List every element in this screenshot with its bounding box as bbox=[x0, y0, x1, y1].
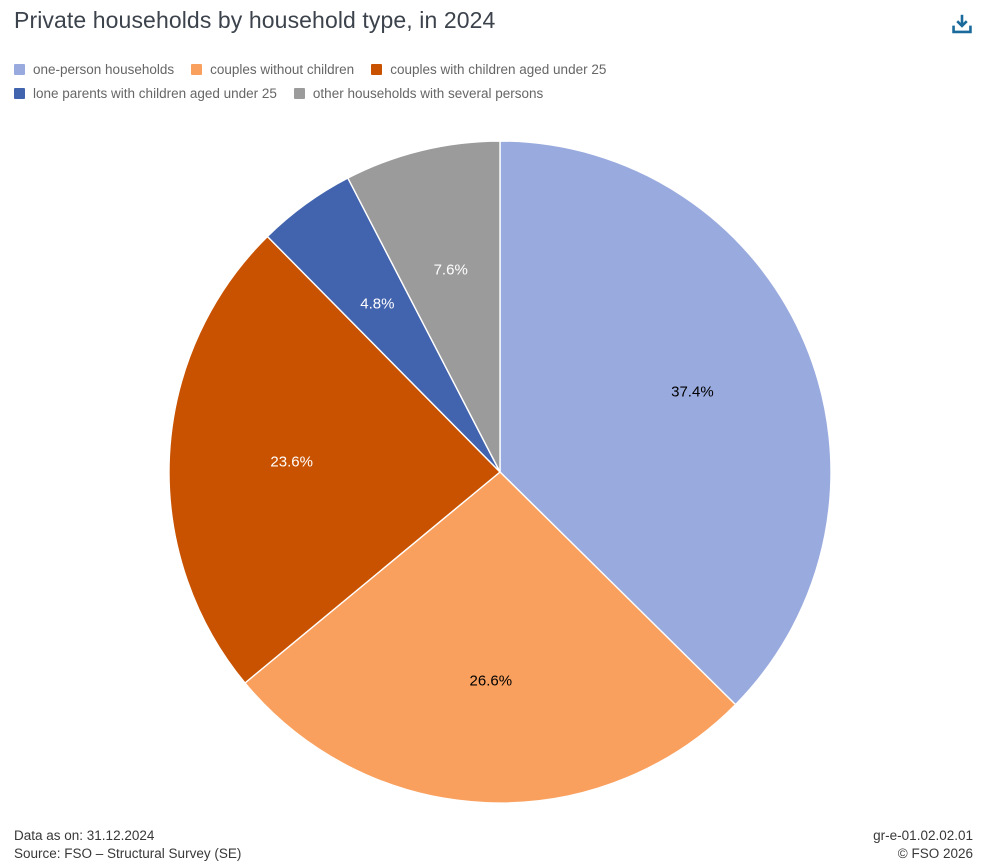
pie-slice-label: 26.6% bbox=[470, 672, 513, 689]
copyright: © FSO 2026 bbox=[897, 846, 973, 861]
legend-swatch-icon bbox=[293, 88, 305, 99]
download-icon bbox=[949, 11, 975, 37]
legend: one-person households couples without chi… bbox=[14, 61, 754, 102]
pie-slice-label: 4.8% bbox=[360, 295, 394, 312]
pie-slice-label: 23.6% bbox=[270, 454, 313, 471]
pie-slice[interactable] bbox=[243, 471, 737, 804]
source: Source: FSO – Structural Survey (SE) bbox=[14, 846, 242, 861]
footer-right: gr-e-01.02.02.01 © FSO 2026 bbox=[873, 827, 973, 863]
legend-item[interactable]: couples without children bbox=[191, 61, 354, 78]
legend-item-label: one-person households bbox=[33, 62, 175, 77]
legend-swatch-icon bbox=[14, 64, 25, 75]
pie-slice[interactable] bbox=[168, 235, 502, 684]
pie-chart: 37.4% 26.6% 23.6% 4.8% 7.6% bbox=[168, 140, 832, 804]
page-title: Private households by household type, in… bbox=[14, 7, 496, 33]
legend-item[interactable]: other households with several persons bbox=[293, 85, 544, 102]
pie-slice[interactable] bbox=[499, 140, 832, 706]
reference-number: gr-e-01.02.02.01 bbox=[873, 828, 973, 843]
legend-item-label: couples without children bbox=[210, 62, 355, 77]
legend-swatch-icon bbox=[191, 64, 203, 75]
legend-swatch-icon bbox=[371, 64, 383, 75]
footer-left: Data as on: 31.12.2024 Source: FSO – Str… bbox=[14, 827, 241, 863]
data-as-on: Data as on: 31.12.2024 bbox=[14, 828, 155, 843]
pie-slice-label: 37.4% bbox=[671, 384, 714, 401]
legend-item[interactable]: one-person households bbox=[14, 61, 174, 78]
legend-swatch-icon bbox=[14, 88, 25, 99]
download-button[interactable] bbox=[946, 8, 978, 40]
legend-item-label: other households with several persons bbox=[312, 86, 544, 101]
legend-item-label: couples with children aged under 25 bbox=[390, 62, 607, 77]
pie-slice-label: 7.6% bbox=[434, 261, 468, 278]
pie-chart-area: 37.4% 26.6% 23.6% 4.8% 7.6% bbox=[167, 139, 833, 805]
pie-slice[interactable] bbox=[346, 140, 501, 473]
legend-item-label: lone parents with children aged under 25 bbox=[33, 86, 277, 101]
legend-item[interactable]: lone parents with children aged under 25 bbox=[14, 85, 277, 102]
legend-item[interactable]: couples with children aged under 25 bbox=[371, 61, 606, 78]
